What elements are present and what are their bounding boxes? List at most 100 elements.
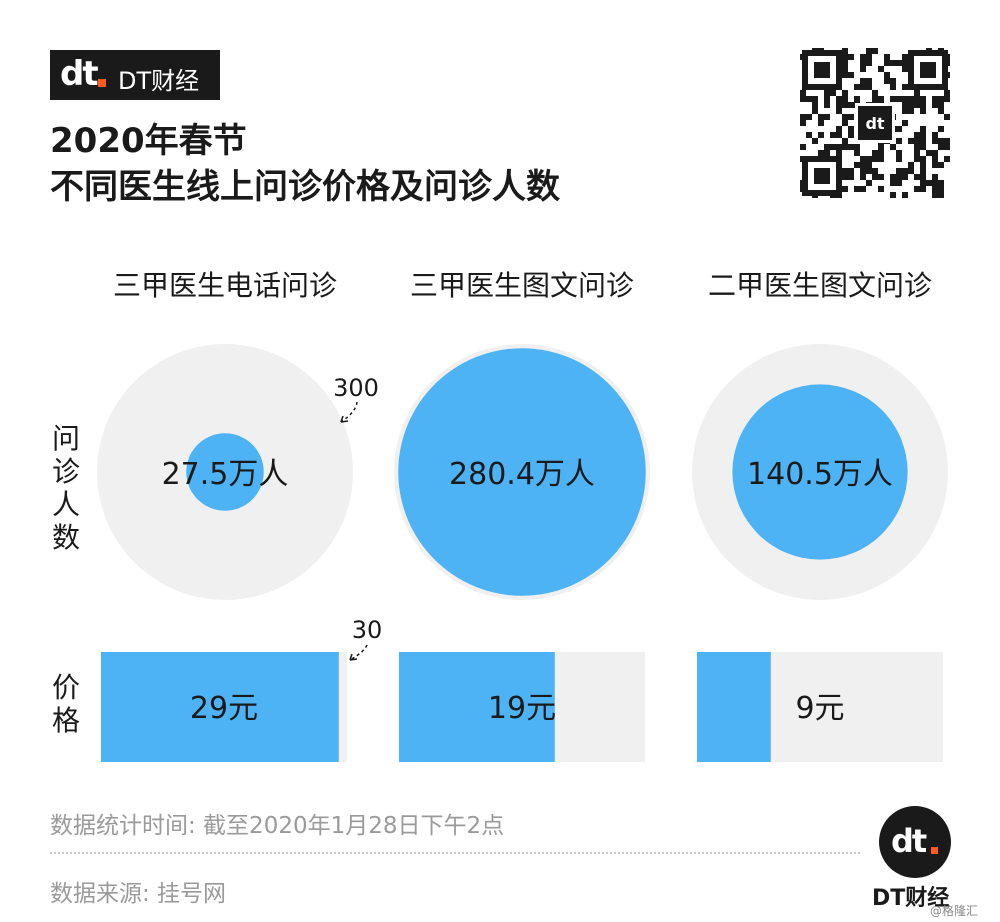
footnote-source: 数据来源: 挂号网 xyxy=(50,881,227,907)
qr-module xyxy=(848,102,854,108)
price-bar xyxy=(697,652,771,762)
qr-module xyxy=(944,114,950,120)
qr-module xyxy=(842,48,848,54)
qr-module xyxy=(914,96,920,102)
footnote-divider xyxy=(50,852,860,854)
qr-module xyxy=(944,96,950,102)
qr-module xyxy=(818,150,824,156)
qr-module xyxy=(914,156,920,162)
qr-module xyxy=(938,180,944,186)
qr-module xyxy=(920,108,926,114)
qr-module xyxy=(920,162,926,168)
qr-module xyxy=(848,54,854,60)
qr-module xyxy=(920,138,926,144)
qr-module xyxy=(848,144,854,150)
qr-module xyxy=(824,96,830,102)
qr-module xyxy=(944,90,950,96)
qr-module xyxy=(878,174,884,180)
qr-module xyxy=(932,192,938,198)
chart-title-line-2: 不同医生线上问诊价格及问诊人数 xyxy=(50,167,560,207)
qr-module xyxy=(902,102,908,108)
qr-code: dt xyxy=(800,48,950,198)
qr-module xyxy=(866,54,872,60)
qr-module xyxy=(824,144,830,150)
row-label-consultations-char: 人 xyxy=(52,488,80,521)
row-label-consultations: 问诊人数 xyxy=(52,422,80,554)
chart-title: 2020年春节 不同医生线上问诊价格及问诊人数 xyxy=(50,118,560,210)
bubble-value xyxy=(398,348,646,596)
qr-module xyxy=(842,138,848,144)
qr-module xyxy=(932,138,938,144)
qr-module xyxy=(836,108,842,114)
qr-module xyxy=(812,102,818,108)
qr-module xyxy=(932,132,938,138)
qr-module xyxy=(854,96,860,102)
bubble-label: 280.4万人 xyxy=(449,457,595,492)
qr-module xyxy=(824,114,830,120)
qr-module xyxy=(872,90,878,96)
qr-module xyxy=(926,180,932,186)
price-max-arrowhead xyxy=(349,653,358,661)
qr-module xyxy=(836,144,842,150)
qr-module xyxy=(884,60,890,66)
qr-module xyxy=(818,114,824,120)
qr-module xyxy=(800,114,806,120)
dt-round-logo-mark: dt xyxy=(891,822,927,860)
qr-module xyxy=(902,108,908,114)
qr-module xyxy=(836,150,842,156)
qr-module xyxy=(890,96,896,102)
qr-module xyxy=(902,96,908,102)
qr-module xyxy=(866,78,872,84)
qr-module xyxy=(842,114,848,120)
price-bar-label: 29元 xyxy=(190,691,258,726)
bubble-label: 140.5万人 xyxy=(747,457,893,492)
qr-module xyxy=(842,186,848,192)
qr-module xyxy=(890,180,896,186)
qr-module xyxy=(866,48,872,54)
qr-module xyxy=(932,186,938,192)
qr-module xyxy=(914,186,920,192)
qr-module xyxy=(944,156,950,162)
bubble-max-arrowhead xyxy=(340,415,349,423)
qr-module xyxy=(896,174,902,180)
qr-module xyxy=(878,66,884,72)
row-label-consultations-char: 数 xyxy=(52,521,80,554)
qr-module xyxy=(842,54,848,60)
category-label: 二甲医生图文问诊 xyxy=(708,269,932,302)
qr-module xyxy=(824,150,830,156)
bubble-max-pointer xyxy=(340,401,358,423)
qr-module xyxy=(830,132,836,138)
row-label-price-char: 格 xyxy=(52,704,80,737)
qr-module xyxy=(878,144,884,150)
qr-module xyxy=(896,60,902,66)
qr-module xyxy=(920,132,926,138)
qr-module xyxy=(872,156,878,162)
qr-module xyxy=(908,108,914,114)
qr-module xyxy=(836,126,842,132)
qr-module xyxy=(938,126,944,132)
qr-module xyxy=(866,84,872,90)
qr-module xyxy=(920,168,926,174)
qr-module xyxy=(860,84,866,90)
qr-module xyxy=(914,90,920,96)
qr-module xyxy=(938,186,944,192)
qr-module xyxy=(842,168,848,174)
qr-module xyxy=(860,78,866,84)
qr-module xyxy=(872,168,878,174)
qr-module xyxy=(890,144,896,150)
qr-module xyxy=(890,192,896,198)
category-label: 三甲医生电话问诊 xyxy=(113,269,337,302)
qr-module xyxy=(866,162,872,168)
qr-module xyxy=(848,168,854,174)
qr-module xyxy=(896,126,902,132)
qr-module xyxy=(920,156,926,162)
qr-module xyxy=(860,174,866,180)
bubble-value xyxy=(732,384,908,560)
qr-module xyxy=(890,84,896,90)
qr-module xyxy=(854,162,860,168)
qr-module xyxy=(884,78,890,84)
brand-logo-dot xyxy=(98,79,106,87)
qr-module xyxy=(824,102,830,108)
qr-module xyxy=(890,174,896,180)
